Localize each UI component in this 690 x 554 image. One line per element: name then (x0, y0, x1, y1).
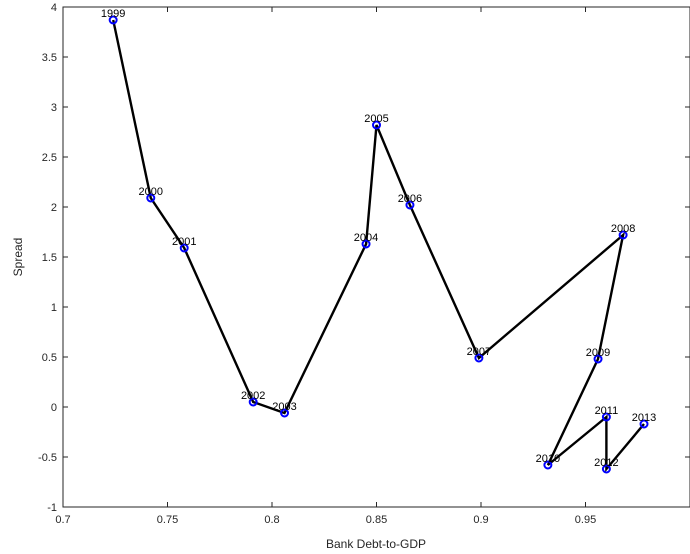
data-point (543, 460, 553, 470)
y-axis-label: Spread (11, 238, 25, 277)
data-point (280, 408, 290, 418)
data-point (639, 419, 649, 429)
point-label: 2003 (272, 401, 296, 413)
y-tick-label: -1 (47, 502, 57, 514)
x-tick-label: 0.95 (575, 514, 596, 526)
y-tick-label: 3.5 (42, 52, 57, 64)
point-label: 2006 (398, 193, 422, 205)
data-point (601, 464, 611, 474)
y-tick-label: 0.5 (42, 352, 57, 364)
y-tick-label: 1 (51, 302, 57, 314)
x-tick-label: 0.9 (473, 514, 488, 526)
data-point (179, 243, 189, 253)
point-label: 1999 (101, 8, 125, 20)
y-ticks: -1 -0.5 0 0.5 1 1.5 2 2.5 3 3.5 4 (38, 2, 690, 514)
x-tick-label: 0.75 (157, 514, 178, 526)
x-tick-label: 0.7 (55, 514, 70, 526)
y-tick-label: 4 (51, 2, 57, 14)
x-tick-label: 0.8 (264, 514, 279, 526)
series-line (112, 19, 645, 473)
point-label: 2000 (139, 186, 163, 198)
point-label: 2001 (172, 236, 196, 248)
data-point (146, 193, 156, 203)
x-tick-label: 0.85 (366, 514, 387, 526)
y-tick-label: 1.5 (42, 252, 57, 264)
series (108, 15, 649, 474)
data-point (601, 412, 611, 422)
point-label: 2007 (467, 346, 491, 358)
y-tick-label: 3 (51, 102, 57, 114)
y-tick-label: 2 (51, 202, 57, 214)
x-ticks: 0.7 0.75 0.8 0.85 0.9 0.95 (55, 7, 596, 526)
point-label: 2012 (594, 457, 618, 469)
point-label: 2005 (364, 113, 388, 125)
point-label: 2009 (586, 347, 610, 359)
y-tick-label: 2.5 (42, 152, 57, 164)
point-label: 2008 (611, 223, 635, 235)
y-tick-label: 0 (51, 402, 57, 414)
y-tick-label: -0.5 (38, 452, 57, 464)
data-point (372, 120, 381, 130)
data-point (248, 397, 258, 407)
point-label: 2002 (241, 390, 265, 402)
point-labels: 1999 2000 2001 2002 2003 2004 2005 2006 2007 2008… (101, 8, 656, 469)
point-label: 2010 (536, 453, 560, 465)
data-point (361, 239, 371, 249)
point-label: 2011 (595, 405, 619, 417)
x-axis-label: Bank Debt-to-GDP (326, 537, 426, 551)
data-point (593, 354, 603, 364)
data-point (405, 200, 415, 210)
point-label: 2004 (354, 232, 378, 244)
data-point (108, 15, 118, 25)
data-point (474, 353, 484, 363)
data-point (618, 230, 628, 240)
point-label: 2013 (632, 412, 656, 424)
